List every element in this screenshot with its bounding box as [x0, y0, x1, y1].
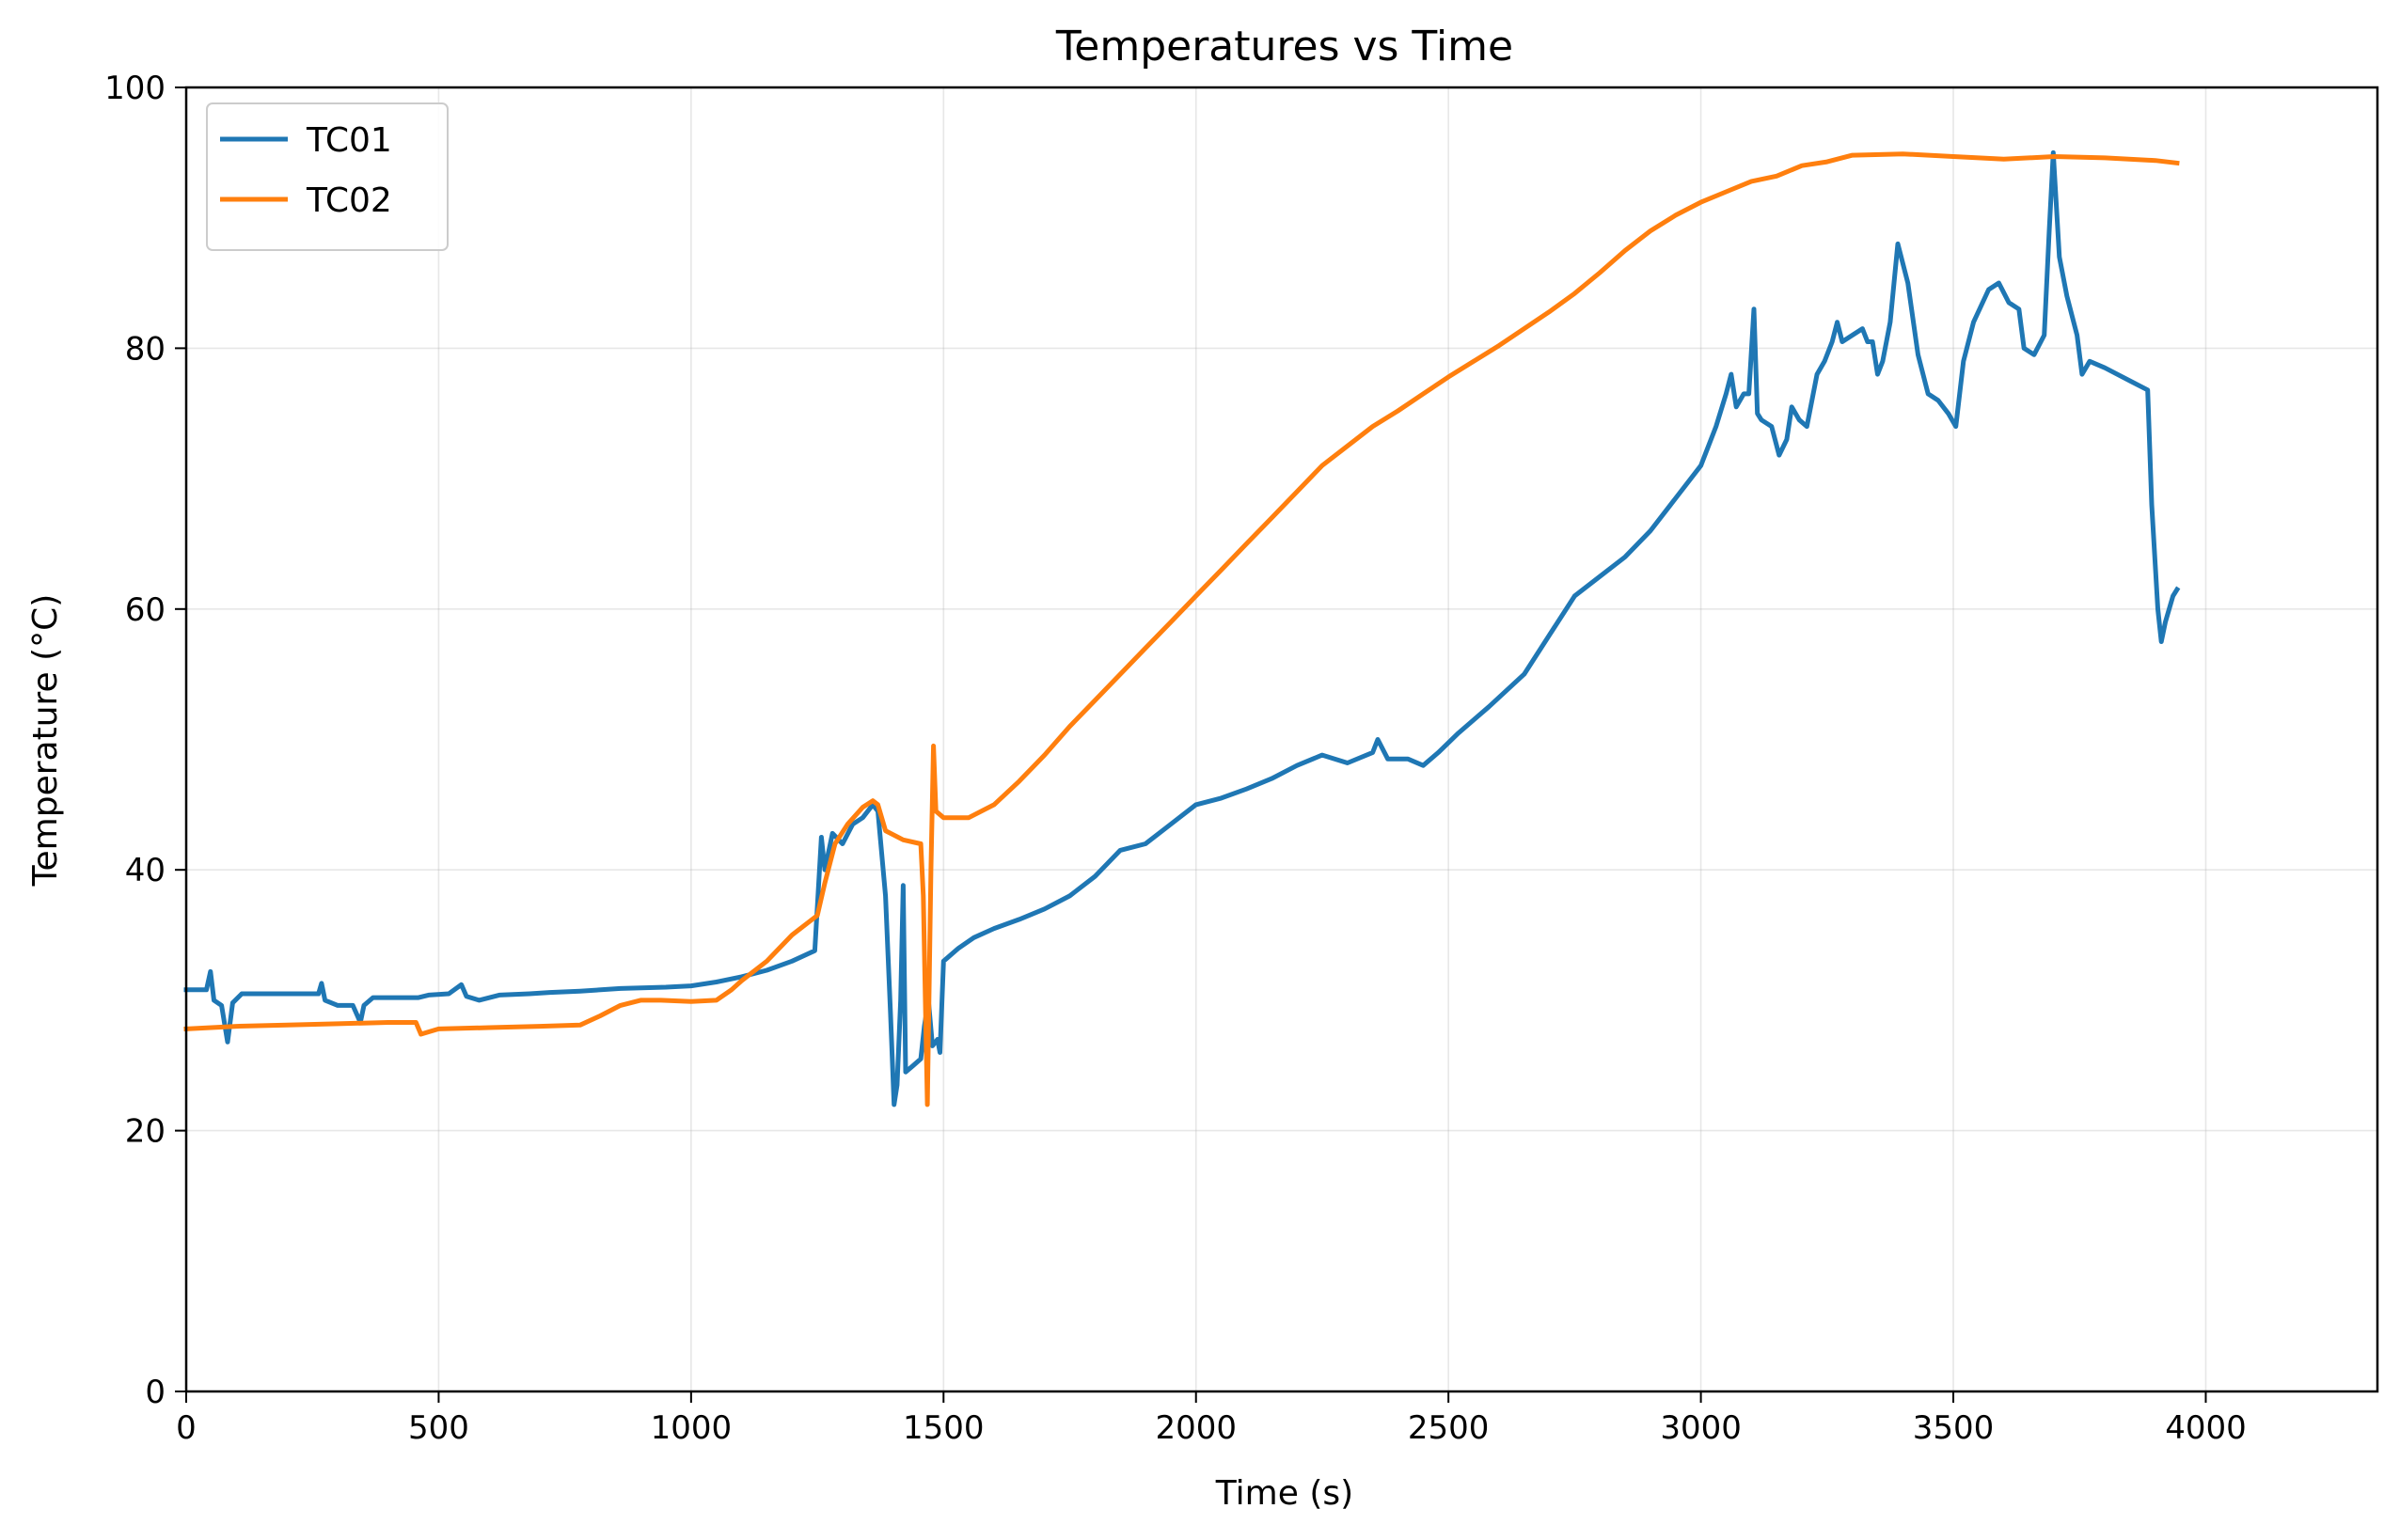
y-tick-label: 60 [125, 591, 166, 629]
x-tick-label: 0 [176, 1409, 197, 1447]
x-tick-label: 3500 [1913, 1409, 1995, 1447]
x-tick-label: 2000 [1155, 1409, 1237, 1447]
x-tick-label: 2500 [1408, 1409, 1490, 1447]
legend: TC01 TC02 [206, 102, 449, 251]
x-tick-label: 1500 [903, 1409, 985, 1447]
ticks: 0 500 1000 1500 2000 2500 3000 3500 4000 0 20 40 60 8… [104, 70, 2247, 1447]
legend-label-tc01: TC01 [306, 121, 392, 160]
y-tick-label: 100 [104, 70, 166, 107]
plot-frame [184, 86, 2379, 1393]
y-tick-label: 0 [145, 1374, 166, 1411]
x-tick-label: 500 [408, 1409, 469, 1447]
x-tick-label: 1000 [651, 1409, 733, 1447]
y-axis-label: Temperature (°C) [26, 594, 65, 888]
legend-label-tc02: TC02 [306, 181, 392, 220]
chart-title: Temperatures vs Time [1055, 23, 1513, 71]
x-tick-label: 4000 [2165, 1409, 2247, 1447]
y-tick-label: 80 [125, 330, 166, 368]
x-tick-label: 3000 [1660, 1409, 1742, 1447]
series-line-tc01 [183, 149, 2181, 1108]
x-axis-label: Time (s) [1215, 1474, 1353, 1513]
series-line-tc02 [183, 151, 2180, 1108]
y-tick-label: 20 [125, 1113, 166, 1151]
series-layer [183, 149, 2181, 1108]
y-tick-label: 40 [125, 852, 166, 889]
